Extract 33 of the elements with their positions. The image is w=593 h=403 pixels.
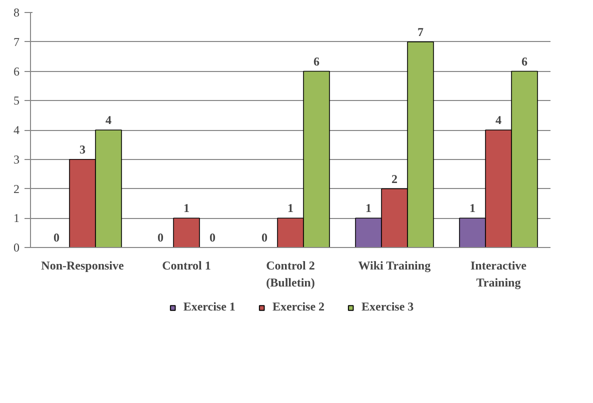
bar	[173, 218, 200, 248]
legend-label: Exercise 1	[183, 300, 236, 314]
data-label: 2	[392, 172, 398, 186]
data-label: 1	[470, 201, 476, 216]
data-label: 0	[54, 230, 60, 244]
x-tick-label: Control 2 (Bulletin)	[266, 258, 315, 290]
data-label: 0	[210, 230, 216, 244]
data-label: 1	[184, 201, 190, 216]
y-tick-label: 2	[14, 182, 20, 196]
data-label: 3	[80, 142, 86, 156]
data-label: 1	[366, 201, 372, 216]
data-label: 7	[418, 24, 424, 39]
y-tick-label: 7	[14, 34, 20, 49]
x-tick-label: Non-Responsive	[41, 258, 125, 272]
legend-label: Exercise 3	[362, 300, 414, 314]
y-tick-label: 1	[14, 211, 20, 226]
y-tick-label: 0	[14, 240, 20, 254]
y-tick-label: 5	[14, 94, 20, 108]
y-tick-label: 8	[14, 6, 20, 20]
data-label: 6	[522, 54, 528, 68]
x-tick-label: Wiki Training	[358, 258, 431, 272]
y-tick-label: 3	[14, 152, 20, 166]
data-label: 1	[288, 201, 294, 216]
data-label: 0	[158, 230, 164, 244]
y-tick-label: 6	[14, 64, 20, 78]
data-label: 4	[106, 113, 112, 127]
data-label: 4	[496, 113, 502, 127]
x-tick-label: Control 1	[162, 258, 211, 272]
legend-label: Exercise 2	[272, 300, 325, 314]
data-label: 6	[314, 54, 320, 68]
data-label: 0	[262, 230, 268, 244]
x-tick-label: Interactive Training	[470, 258, 528, 290]
y-tick-label: 4	[14, 123, 20, 137]
